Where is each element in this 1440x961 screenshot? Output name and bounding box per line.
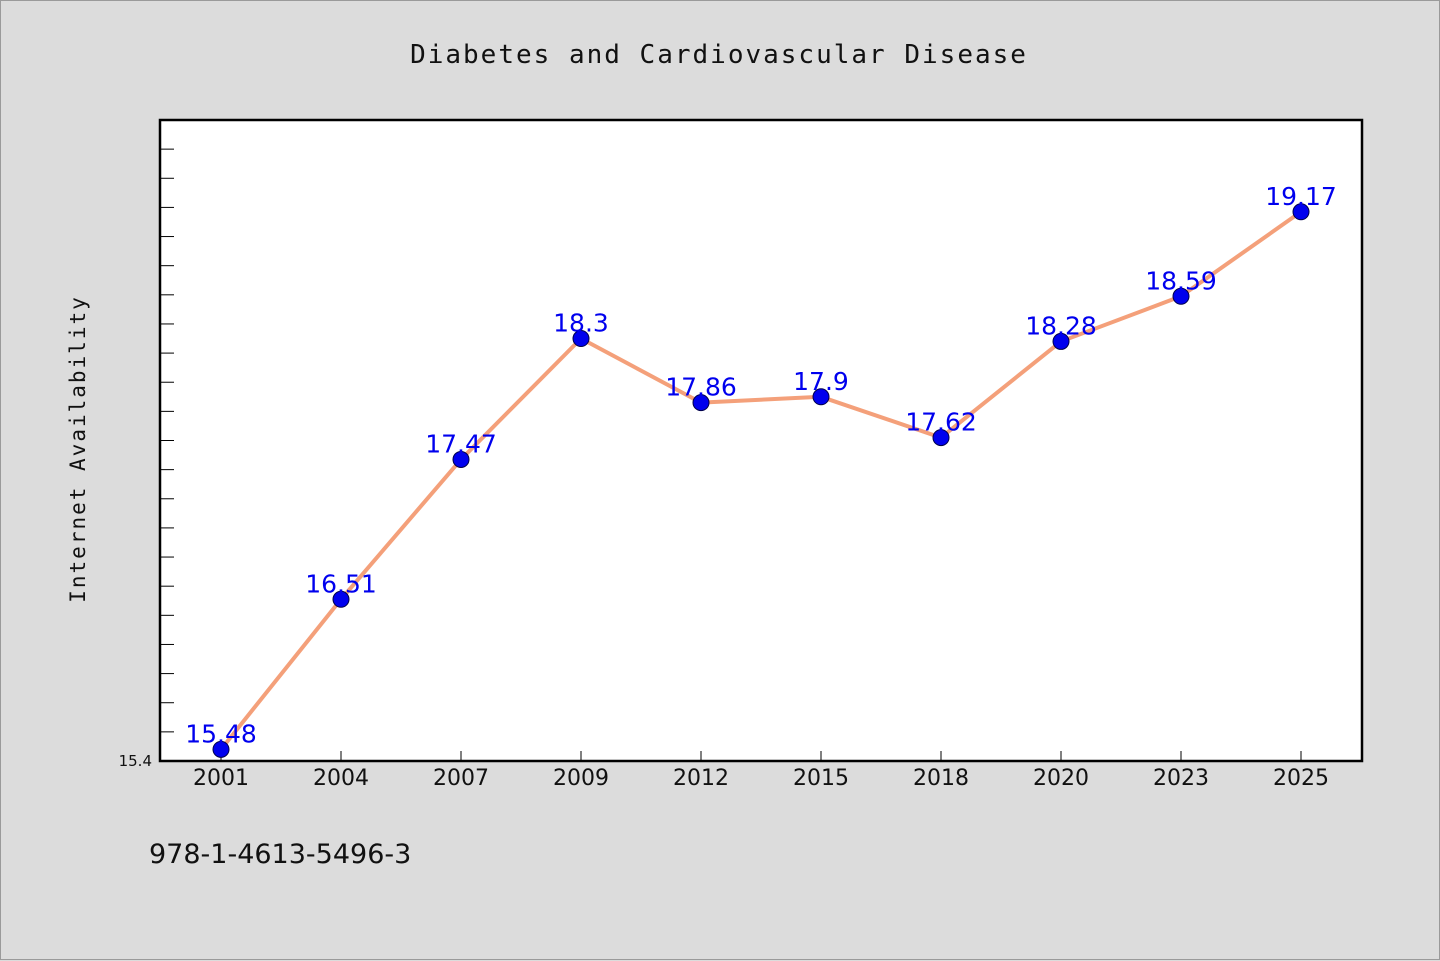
data-label: 15.48: [185, 719, 257, 748]
data-point: [1292, 203, 1310, 221]
data-point: [932, 429, 950, 447]
data-label: 17.9: [793, 367, 849, 396]
data-point: [452, 450, 470, 468]
data-label: 16.51: [305, 569, 377, 598]
plot-area: [158, 118, 1364, 763]
data-label: 17.86: [665, 373, 737, 402]
y-tick-label: 15.4: [119, 752, 152, 770]
x-tick-label: 2015: [793, 766, 849, 791]
data-point: [212, 740, 230, 758]
x-tick-label: 2009: [553, 766, 609, 791]
data-point: [572, 330, 590, 348]
data-markers: [212, 203, 1310, 758]
y-axis-tick-labels: 15.4: [119, 752, 152, 770]
footer-identifier: 978-1-4613-5496-3: [149, 839, 411, 870]
x-tick-label: 2023: [1153, 766, 1209, 791]
data-point: [1052, 332, 1070, 350]
data-point: [332, 590, 350, 608]
x-tick-label: 2007: [433, 766, 489, 791]
series-line: [219, 210, 1303, 751]
x-tick-label: 2012: [673, 766, 729, 791]
data-labels: 15.48 16.51 17.47 18.3 17.86 17.9 17.62 18.28 18…: [185, 182, 1337, 749]
data-label: 18.59: [1145, 266, 1217, 295]
y-axis-minor-ticks: [160, 148, 174, 733]
y-axis-label: Internet Availability: [66, 295, 90, 603]
x-tick-label: 2004: [313, 766, 369, 791]
x-tick-label: 2020: [1033, 766, 1089, 791]
data-label: 18.28: [1025, 311, 1097, 340]
x-axis-tick-labels: 2001 2004 2007 2009 2012 2015 2018 2020 2023 2025: [193, 766, 1329, 791]
data-point: [692, 394, 710, 412]
data-label: 17.47: [425, 429, 497, 458]
x-tick-label: 2018: [913, 766, 969, 791]
data-label: 18.3: [553, 309, 609, 338]
chart-title: Diabetes and Cardiovascular Disease: [410, 40, 1028, 70]
data-label: 17.62: [905, 408, 977, 437]
x-tick-label: 2001: [193, 766, 249, 791]
data-point: [812, 388, 830, 406]
data-point: [1172, 287, 1190, 305]
x-tick-label: 2025: [1273, 766, 1329, 791]
data-label: 19.17: [1265, 182, 1337, 211]
